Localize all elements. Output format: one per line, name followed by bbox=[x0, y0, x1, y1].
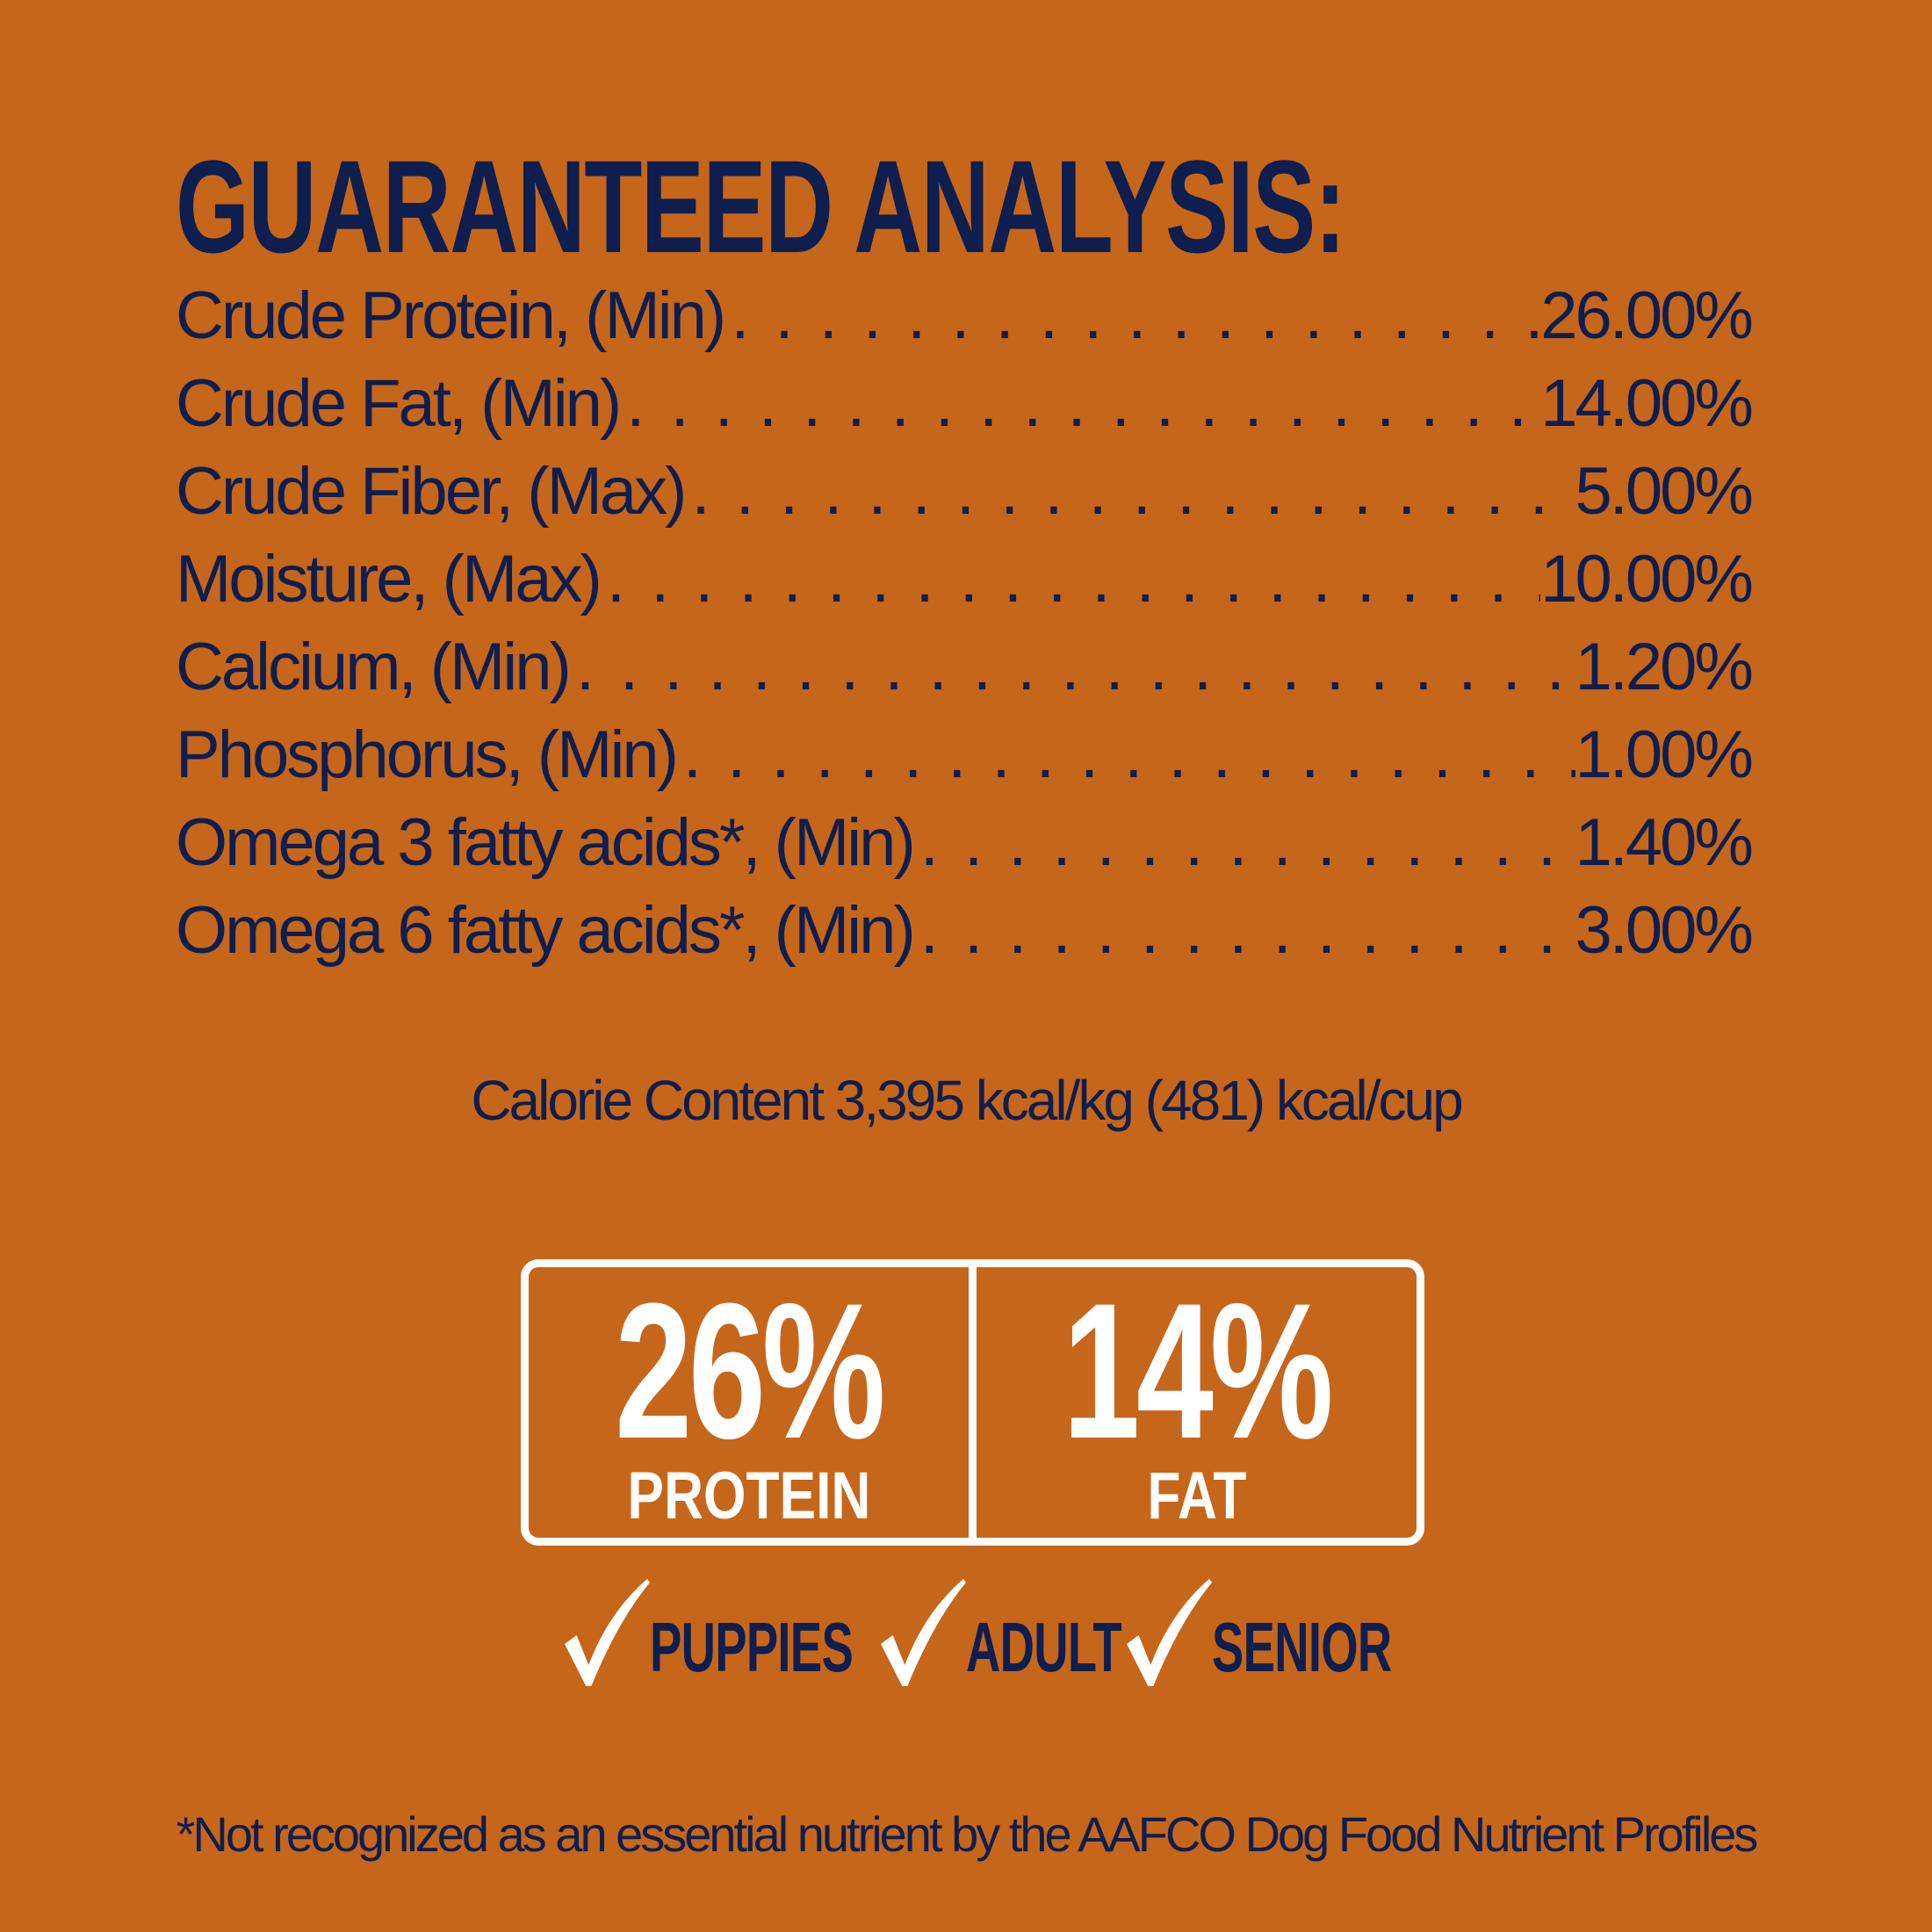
dot-leader bbox=[724, 279, 1540, 353]
nutrient-label: Crude Protein, (Min) bbox=[176, 278, 726, 353]
dot-leader bbox=[913, 894, 1575, 968]
fat-highlight: 14% FAT bbox=[969, 1267, 1417, 1538]
nutrient-value: 5.00% bbox=[1575, 454, 1754, 529]
checkmark-icon bbox=[880, 1579, 966, 1686]
page-title: GUARANTEED ANALYSIS: bbox=[176, 133, 1346, 280]
protein-highlight: 26% PROTEIN bbox=[529, 1267, 969, 1538]
life-stage-label: PUPPIES bbox=[650, 1608, 854, 1686]
life-stage-label: SENIOR bbox=[1211, 1608, 1392, 1686]
dot-leader bbox=[569, 631, 1575, 704]
life-stage-label: ADULT bbox=[965, 1608, 1122, 1686]
nutrient-label: Omega 3 fatty acids*, (Min) bbox=[176, 805, 916, 880]
table-row: Crude Fiber, (Max) 5.00% bbox=[176, 454, 1754, 543]
table-row: Calcium, (Min) 1.20% bbox=[176, 630, 1754, 718]
table-row: Crude Fat, (Min) 14.00% bbox=[176, 366, 1754, 455]
checkmark-icon bbox=[565, 1579, 650, 1686]
dot-leader bbox=[913, 806, 1575, 880]
footnote: *Not recognized as an essential nutrient… bbox=[176, 1806, 1759, 1862]
nutrient-label: Moisture, (Max) bbox=[176, 542, 602, 616]
nutrient-value: 14.00% bbox=[1540, 366, 1754, 441]
fat-percent: 14% bbox=[1063, 1263, 1333, 1479]
calorie-content: Calorie Content 3,395 kcal/kg (481) kcal… bbox=[471, 1069, 1463, 1132]
fat-label: FAT bbox=[1146, 1459, 1247, 1533]
nutrient-label: Omega 6 fatty acids*, (Min) bbox=[176, 893, 916, 968]
life-stage-adult: ADULT bbox=[878, 1577, 1121, 1688]
nutrient-label: Calcium, (Min) bbox=[176, 630, 572, 704]
nutrient-value: 3.00% bbox=[1575, 893, 1754, 968]
table-row: Moisture, (Max) 10.00% bbox=[176, 542, 1754, 631]
dot-leader bbox=[619, 367, 1540, 441]
protein-percent: 26% bbox=[615, 1263, 885, 1479]
table-row: Phosphorus, (Min) 1.00% bbox=[176, 717, 1754, 806]
nutrient-label: Crude Fiber, (Max) bbox=[176, 454, 687, 529]
table-row: Crude Protein, (Min) 26.00% bbox=[176, 278, 1754, 367]
analysis-table: Crude Protein, (Min) 26.00% Crude Fat, (M… bbox=[176, 278, 1754, 982]
nutrient-value: 1.00% bbox=[1575, 717, 1754, 792]
dot-leader bbox=[685, 455, 1575, 529]
checkmark-icon bbox=[1126, 1579, 1212, 1686]
dot-leader bbox=[676, 718, 1575, 792]
nutrient-label: Crude Fat, (Min) bbox=[176, 366, 622, 441]
life-stages: PUPPIES ADULT SENIOR bbox=[562, 1577, 1392, 1688]
nutrient-value: 1.20% bbox=[1575, 630, 1754, 704]
highlight-box: 26% PROTEIN 14% FAT bbox=[521, 1259, 1424, 1546]
nutrient-value: 10.00% bbox=[1540, 542, 1754, 616]
nutrient-value: 26.00% bbox=[1540, 278, 1754, 353]
nutrient-value: 1.40% bbox=[1575, 805, 1754, 880]
life-stage-puppies: PUPPIES bbox=[562, 1577, 861, 1688]
dot-leader bbox=[600, 543, 1540, 616]
table-row: Omega 3 fatty acids*, (Min) 1.40% bbox=[176, 805, 1754, 894]
life-stage-senior: SENIOR bbox=[1124, 1577, 1392, 1688]
protein-label: PROTEIN bbox=[626, 1459, 871, 1533]
table-row: Omega 6 fatty acids*, (Min) 3.00% bbox=[176, 893, 1754, 982]
nutrient-label: Phosphorus, (Min) bbox=[176, 717, 679, 792]
